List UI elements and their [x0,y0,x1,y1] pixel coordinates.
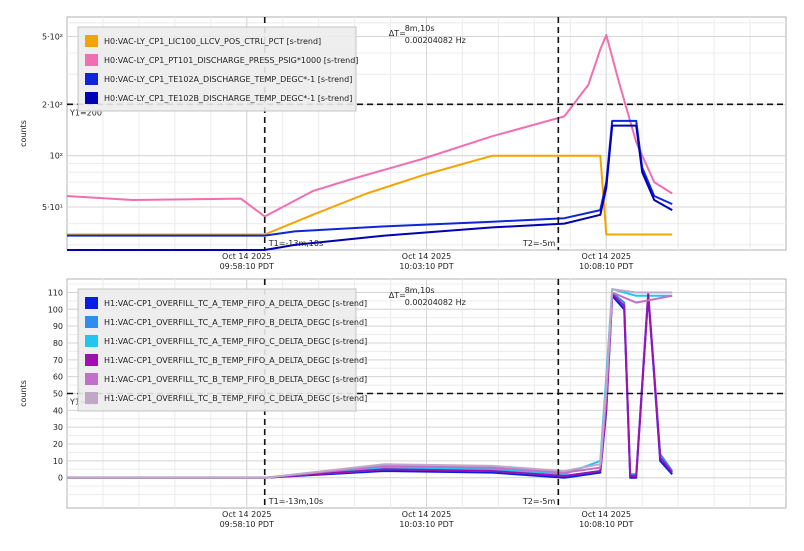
x-tick-time: 10:08:10 PDT [579,262,633,271]
y-tick-label: 20 [53,440,63,449]
y-tick-label: 90 [53,322,63,331]
series-line [66,34,673,218]
x-tick-date: Oct 14 2025 [222,510,271,519]
y-tick-label: 110 [48,288,63,297]
legend-entry: H1:VAC-CP1_OVERFILL_TC_A_TEMP_FIFO_A_DEL… [104,299,367,308]
legend-entry: H0:VAC-LY_CP1_TE102B_DISCHARGE_TEMP_DEGC… [104,94,352,103]
x-tick-date: Oct 14 2025 [582,252,631,261]
cursor-t1-label: T1=-13m,10s [268,239,323,248]
y-tick-label: 5·10² [42,32,63,41]
x-tick-date: Oct 14 2025 [582,510,631,519]
delta-t-label: ΔT= [389,29,406,38]
y-tick-label: 10 [53,457,63,466]
legend-swatch [85,35,98,47]
x-tick-time: 10:03:10 PDT [399,520,453,529]
series-line [67,288,673,479]
series-line [67,124,673,251]
delta-t-value: 8m,10s [405,286,435,295]
y-tick-label: 40 [53,406,63,415]
y-tick-label: 10² [50,152,63,161]
y-tick-label: 70 [53,356,63,365]
y-tick-label: 30 [53,423,63,432]
legend-box [77,26,357,112]
cursor-t2-label: T2=-5m [522,239,556,248]
legend-box [77,288,357,412]
y-tick-label: 2·10² [42,100,63,109]
legend-swatch [85,392,98,404]
legend-swatch [85,92,98,104]
legend-entry: H1:VAC-CP1_OVERFILL_TC_B_TEMP_FIFO_A_DEL… [104,356,367,365]
legend-entry: H1:VAC-CP1_OVERFILL_TC_B_TEMP_FIFO_C_DEL… [104,394,367,403]
legend-entry: H0:VAC-LY_CP1_LIC100_LLCV_POS_CTRL_PCT [… [104,37,321,46]
cursor-t2-label: T2=-5m [522,497,556,506]
legend-swatch [85,335,98,347]
y-tick-label: 100 [48,305,63,314]
legend-swatch [85,54,98,66]
x-tick-date: Oct 14 2025 [402,252,451,261]
x-tick-time: 10:08:10 PDT [579,520,633,529]
legend-swatch [85,297,98,309]
cursor-y1-label: Y1=200 [69,108,102,117]
delta-t-label: ΔT= [389,291,406,300]
y-tick-label: 60 [53,373,63,382]
y-axis-label: counts [19,120,28,147]
y-tick-label: 50 [53,390,63,399]
legend-swatch [85,73,98,85]
legend-swatch [85,316,98,328]
x-tick-time: 09:58:10 PDT [220,262,274,271]
series-line [67,154,673,236]
legend-entry: H0:VAC-LY_CP1_TE102A_DISCHARGE_TEMP_DEGC… [104,75,352,84]
y-tick-label: 5·10¹ [42,203,63,212]
delta-frequency: 0.00204082 Hz [405,36,466,45]
legend-swatch [85,354,98,366]
y-tick-label: 0 [58,474,63,483]
x-tick-date: Oct 14 2025 [402,510,451,519]
delta-t-value: 8m,10s [405,24,435,33]
x-tick-time: 10:03:10 PDT [399,262,453,271]
legend-entry: H1:VAC-CP1_OVERFILL_TC_A_TEMP_FIFO_B_DEL… [104,318,367,327]
cursor-t1-label: T1=-13m,10s [268,497,323,506]
delta-frequency: 0.00204082 Hz [405,298,466,307]
x-tick-date: Oct 14 2025 [222,252,271,261]
legend-entry: H1:VAC-CP1_OVERFILL_TC_A_TEMP_FIFO_C_DEL… [104,337,367,346]
y-tick-label: 80 [53,339,63,348]
legend-entry: H0:VAC-LY_CP1_PT101_DISCHARGE_PRESS_PSIG… [104,56,358,65]
x-tick-time: 09:58:10 PDT [220,520,274,529]
y-axis-label: counts [19,380,28,407]
legend-swatch [85,373,98,385]
legend-entry: H1:VAC-CP1_OVERFILL_TC_B_TEMP_FIFO_B_DEL… [104,375,367,384]
